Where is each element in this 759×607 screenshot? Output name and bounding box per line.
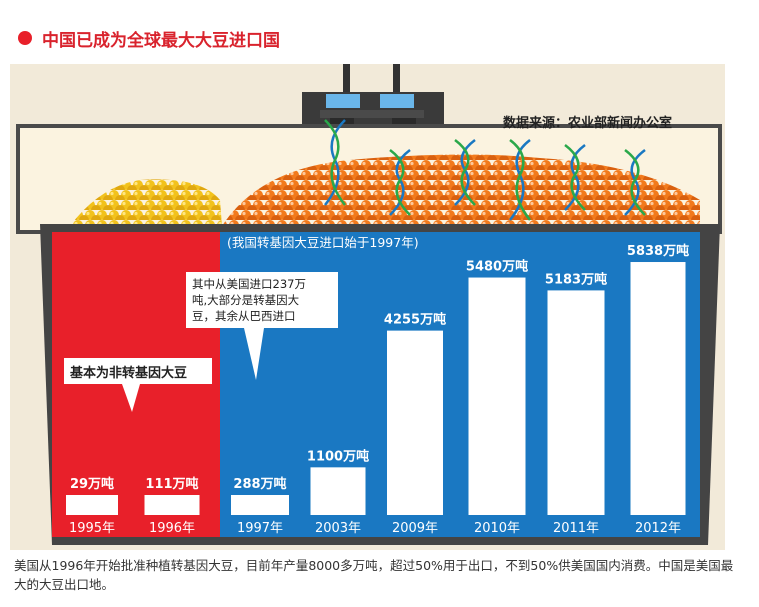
bar-2011年 <box>547 290 605 515</box>
non-gm-callout: 基本为非转基因大豆 <box>64 358 212 412</box>
value-label: 29万吨 <box>70 476 114 492</box>
us-import-note-line1: 其中从美国进口237万 <box>192 277 306 291</box>
category-label: 2009年 <box>392 521 438 536</box>
value-label: 1100万吨 <box>307 448 369 464</box>
bar-1995年 <box>66 495 118 515</box>
red-dot-icon <box>18 31 32 45</box>
bar-1996年 <box>144 495 200 515</box>
caption: 美国从1996年开始批准种植转基因大豆，目前年产量8000多万吨，超过50%用于… <box>14 558 734 592</box>
bar-2012年 <box>630 262 686 515</box>
non-gm-note: 基本为非转基因大豆 <box>69 365 187 381</box>
us-import-note-line2: 吨,大部分是转基因大 <box>192 293 300 307</box>
title-row: 中国已成为全球最大大豆进口国 <box>18 26 280 51</box>
category-label: 2010年 <box>474 521 520 536</box>
dna-helix-icons <box>324 119 646 221</box>
us-import-note-line3: 豆，其余从巴西进口 <box>192 309 296 323</box>
category-label: 1995年 <box>69 521 115 536</box>
bar-2003年 <box>310 467 366 515</box>
category-label: 2003年 <box>315 521 361 536</box>
category-label: 2011年 <box>553 521 599 536</box>
category-label: 1997年 <box>237 521 283 536</box>
category-label: 2012年 <box>635 521 681 536</box>
value-label: 5183万吨 <box>545 271 607 287</box>
yellow-soybean-pile <box>70 179 222 226</box>
us-import-callout: 其中从美国进口237万 吨,大部分是转基因大 豆，其余从巴西进口 <box>186 272 338 380</box>
orange-soybean-pile <box>222 154 700 226</box>
value-label: 5838万吨 <box>627 243 689 259</box>
source-text: 数据来源：农业部新闻办公室 <box>503 115 672 131</box>
bar-group: 29万吨 1995年 111万吨 1996年 288万吨 1997年 1100万吨 2003年… <box>66 243 689 536</box>
gm-start-note: (我国转基因大豆进口始于1997年) <box>227 235 419 250</box>
bar-2009年 <box>387 330 443 515</box>
value-label: 4255万吨 <box>384 312 446 328</box>
bar-2010年 <box>468 277 526 515</box>
page-title: 中国已成为全球最大大豆进口国 <box>42 30 280 51</box>
value-label: 288万吨 <box>233 476 286 492</box>
category-label: 1996年 <box>149 521 195 536</box>
bar-1997年 <box>231 495 289 515</box>
value-label: 111万吨 <box>145 476 198 492</box>
value-label: 5480万吨 <box>466 259 528 275</box>
